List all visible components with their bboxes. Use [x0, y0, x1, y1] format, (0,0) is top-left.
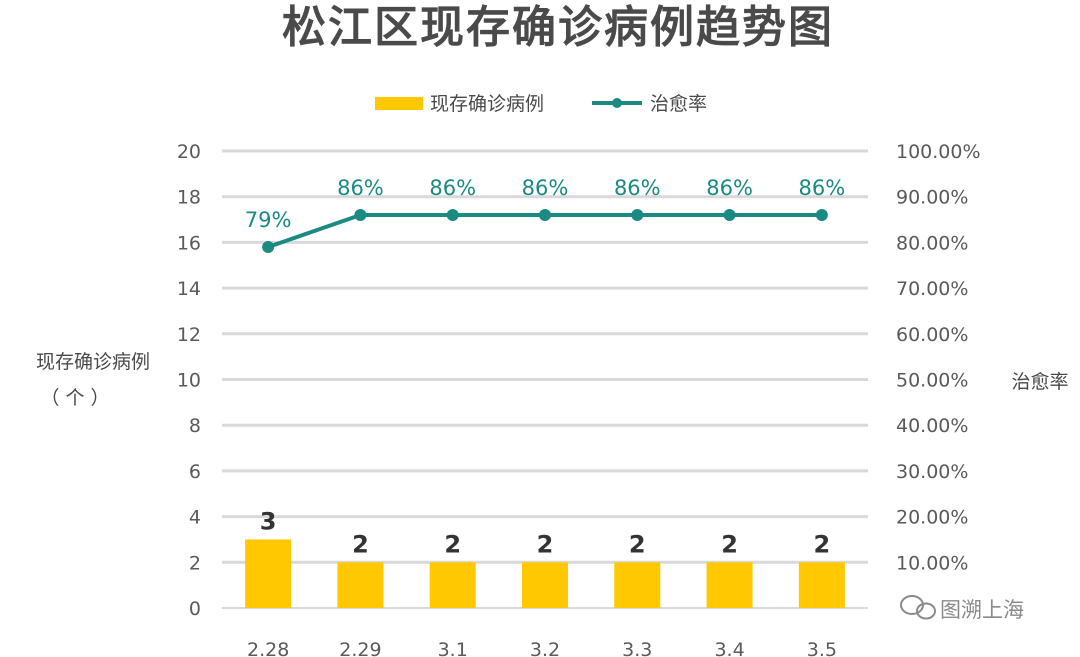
bar	[429, 562, 476, 608]
right-tick-label: 70.00%	[896, 278, 968, 300]
x-tick-label: 3.4	[714, 639, 744, 657]
bar-data-label: 2	[444, 530, 461, 558]
x-tick-label: 2.29	[339, 639, 381, 657]
legend-bar-swatch	[375, 97, 423, 110]
left-tick-label: 12	[177, 324, 201, 346]
left-tick-label: 18	[177, 187, 201, 209]
right-tick-label: 30.00%	[896, 461, 968, 483]
rate-data-label: 79%	[245, 208, 292, 232]
rate-data-label: 86%	[337, 176, 384, 200]
gridlines	[222, 149, 868, 609]
bar	[337, 562, 384, 608]
right-tick-label: 100.00%	[896, 141, 981, 163]
rate-data-label: 86%	[799, 176, 846, 200]
bar	[522, 562, 568, 608]
left-tick-label: 14	[177, 278, 201, 300]
legend-line-swatch	[592, 98, 642, 108]
left-tick-label: 16	[177, 232, 201, 254]
left-tick-label: 20	[177, 141, 201, 163]
legend: 现存确诊病例 治愈率	[375, 93, 707, 115]
right-tick-label: 60.00%	[896, 324, 968, 346]
bar-series	[245, 539, 845, 608]
bar	[798, 562, 845, 608]
bar	[614, 562, 661, 608]
bar	[245, 539, 292, 608]
watermark: 图溯上海	[900, 595, 1024, 622]
left-tick-label: 6	[189, 461, 201, 483]
x-tick-label: 3.3	[622, 639, 652, 657]
right-tick-label: 80.00%	[896, 232, 968, 254]
rate-point	[446, 208, 459, 221]
bar-data-label: 2	[814, 530, 831, 558]
left-tick-label: 2	[189, 552, 201, 574]
right-tick-label: 40.00%	[896, 415, 968, 437]
chart-title: 松江区现存确诊病例趋势图	[282, 2, 834, 53]
legend-bar-label: 现存确诊病例	[430, 93, 544, 115]
rate-point	[539, 208, 551, 221]
bar-data-label: 2	[352, 530, 369, 558]
left-tick-label: 0	[189, 598, 201, 620]
rate-point	[354, 208, 367, 221]
watermark-text: 图溯上海	[940, 598, 1024, 622]
bar-data-label: 3	[260, 507, 277, 535]
x-tick-label: 3.2	[530, 639, 560, 657]
x-axis-ticks: 2.28 2.29 3.1 3.2 3.3 3.4 3.5	[247, 639, 837, 657]
rate-data-label: 86%	[614, 176, 661, 200]
bar	[706, 562, 753, 608]
right-axis-title: 治愈率	[1011, 371, 1068, 393]
right-tick-label: 10.00%	[896, 552, 968, 574]
rate-point	[631, 208, 644, 221]
left-axis-title: 现存确诊病例	[36, 351, 150, 373]
legend-line-label: 治愈率	[650, 93, 707, 115]
line-series	[262, 208, 828, 253]
line-data-labels: 79% 86% 86% 86% 86% 86% 86%	[245, 176, 845, 232]
rate-point	[815, 208, 828, 221]
rate-point	[723, 208, 736, 221]
right-tick-label: 50.00%	[896, 370, 968, 392]
bar-data-label: 2	[629, 530, 646, 558]
left-tick-label: 4	[189, 507, 201, 529]
x-tick-label: 2.28	[247, 639, 289, 657]
right-axis-ticks: 10.00% 20.00% 30.00% 40.00% 50.00% 60.00% 70.0…	[896, 141, 981, 574]
rate-data-label: 86%	[429, 176, 476, 200]
left-axis-ticks: 0 2 4 6 8 10 12 14 16 18 20	[177, 141, 201, 620]
x-tick-label: 3.1	[438, 639, 468, 657]
wechat-icon	[900, 595, 936, 620]
x-tick-label: 3.5	[807, 639, 837, 657]
rate-point	[262, 240, 275, 253]
rate-data-label: 86%	[706, 176, 753, 200]
rate-data-label: 86%	[522, 176, 569, 200]
bar-data-label: 2	[537, 530, 554, 558]
right-tick-label: 20.00%	[896, 507, 968, 529]
left-axis-title-unit: （ 个 ）	[40, 387, 109, 409]
bar-data-labels: 3 2 2 2 2 2 2	[260, 507, 830, 558]
left-tick-label: 8	[189, 415, 201, 437]
bar-data-label: 2	[721, 530, 738, 558]
left-tick-label: 10	[177, 370, 201, 392]
right-tick-label: 90.00%	[896, 187, 968, 209]
